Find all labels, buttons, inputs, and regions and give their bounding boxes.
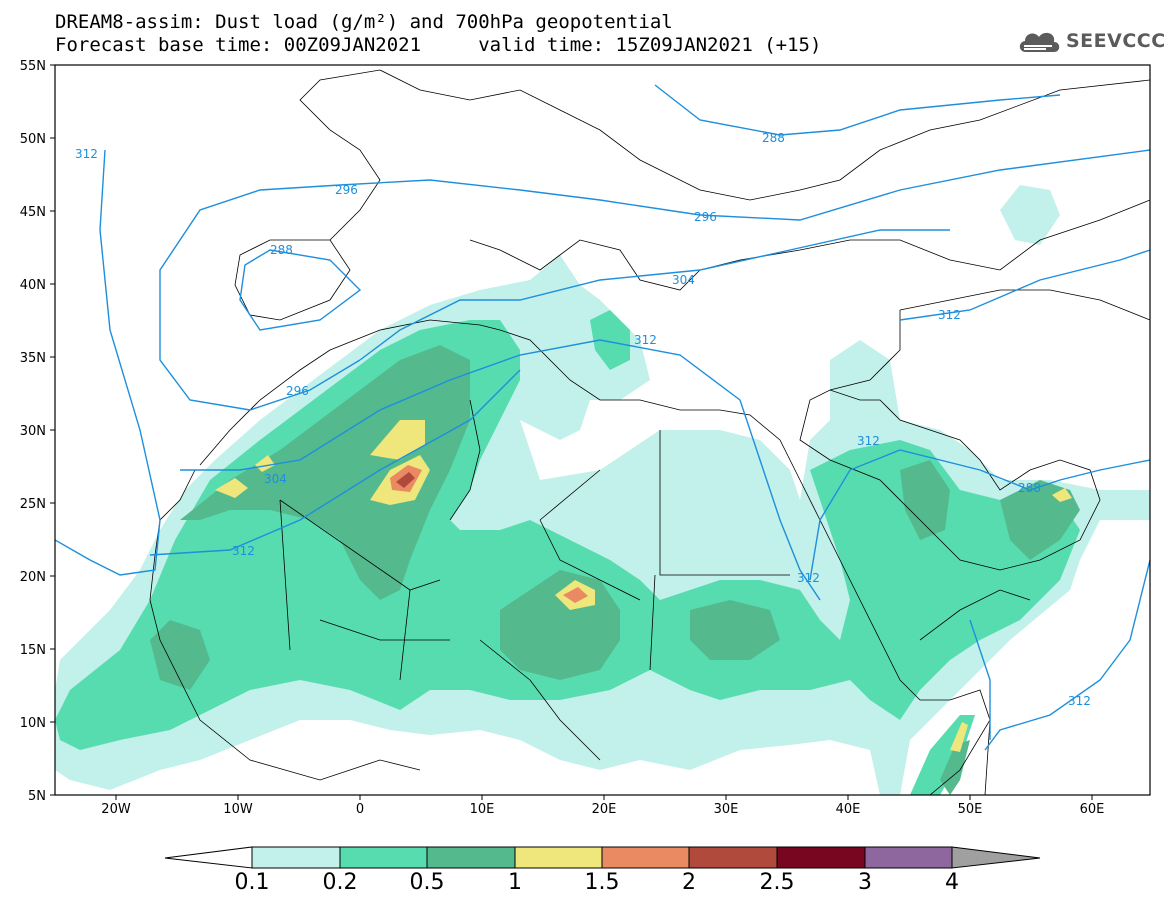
lat-label: 10N	[20, 716, 46, 731]
colorbar-bin	[776, 846, 866, 869]
lat-label: 15N	[20, 643, 46, 658]
lat-label: 45N	[20, 205, 46, 220]
lat-label: 50N	[20, 132, 46, 147]
title-line2: Forecast base time: 00Z09JAN2021 valid t…	[55, 34, 822, 56]
country-borders	[149, 69, 1150, 795]
contour-label: 304	[264, 472, 287, 486]
lon-label: 10E	[470, 802, 495, 817]
colorbar-label: 0.5	[409, 870, 445, 895]
contour-label-group: 312 296 288 288 296 304 312 296 304 312 …	[75, 131, 1091, 708]
lon-label: 50E	[958, 802, 983, 817]
colorbar-label: 3	[858, 870, 872, 895]
colorbar-bin	[514, 846, 603, 869]
lat-label: 30N	[20, 424, 46, 439]
contour-label: 304	[672, 273, 695, 287]
contour-label: 312	[938, 308, 961, 322]
lon-label: 10W	[223, 802, 253, 817]
colorbar-bin	[339, 846, 428, 869]
colorbar-bin	[864, 846, 953, 869]
lon-label: 20E	[592, 802, 617, 817]
colorbar-label: 4	[945, 870, 959, 895]
lat-label: 55N	[20, 59, 46, 74]
contour-label: 312	[634, 333, 657, 347]
lat-label: 20N	[20, 570, 46, 585]
latitude-labels: 55N 50N 45N 40N 35N 30N 25N 20N 15N 10N …	[20, 59, 46, 804]
axis-ticks	[50, 64, 1093, 800]
colorbar-label: 1	[508, 870, 522, 895]
colorbar-low-arrow	[164, 846, 253, 869]
lat-label: 25N	[20, 497, 46, 512]
contour-label: 296	[335, 183, 358, 197]
colorbar-bin	[426, 846, 516, 869]
lon-label: 40E	[836, 802, 861, 817]
seevccc-logo: SEEVCCC	[1016, 28, 1165, 54]
title-line1: DREAM8-assim: Dust load (g/m²) and 700hP…	[55, 11, 673, 33]
colorbar-high-arrow	[951, 846, 1041, 869]
lat-label: 5N	[28, 789, 46, 804]
contour-label: 296	[694, 210, 717, 224]
lon-label: 0	[356, 802, 364, 817]
colorbar-label: 0.2	[322, 870, 358, 895]
contour-label: 312	[232, 544, 255, 558]
contour-label: 288	[270, 243, 293, 257]
cloud-icon	[1019, 32, 1060, 52]
contour-label: 288	[1018, 481, 1041, 495]
lon-label: 30E	[714, 802, 739, 817]
lon-label: 20W	[101, 802, 131, 817]
lon-label: 60E	[1080, 802, 1105, 817]
colorbar-bin	[601, 846, 690, 869]
colorbar	[164, 846, 1041, 869]
colorbar-label: 1.5	[584, 870, 620, 895]
colorbar-label: 0.1	[234, 870, 270, 895]
contour-label: 312	[797, 571, 820, 585]
dust-shading	[55, 185, 1150, 795]
contour-label: 288	[762, 131, 785, 145]
colorbar-label: 2.5	[759, 870, 795, 895]
contour-label: 296	[286, 384, 309, 398]
lat-label: 35N	[20, 351, 46, 366]
geopotential-contours	[55, 84, 1150, 751]
longitude-labels: 20W 10W 0 10E 20E 30E 40E 50E 60E	[101, 802, 1104, 817]
colorbar-bin	[251, 846, 341, 869]
colorbar-label: 2	[682, 870, 696, 895]
contour-label: 312	[1068, 694, 1091, 708]
lat-label: 40N	[20, 278, 46, 293]
logo-text: SEEVCCC	[1066, 30, 1165, 52]
contour-label: 312	[75, 147, 98, 161]
contour-label: 312	[857, 434, 880, 448]
colorbar-bin	[688, 846, 778, 869]
